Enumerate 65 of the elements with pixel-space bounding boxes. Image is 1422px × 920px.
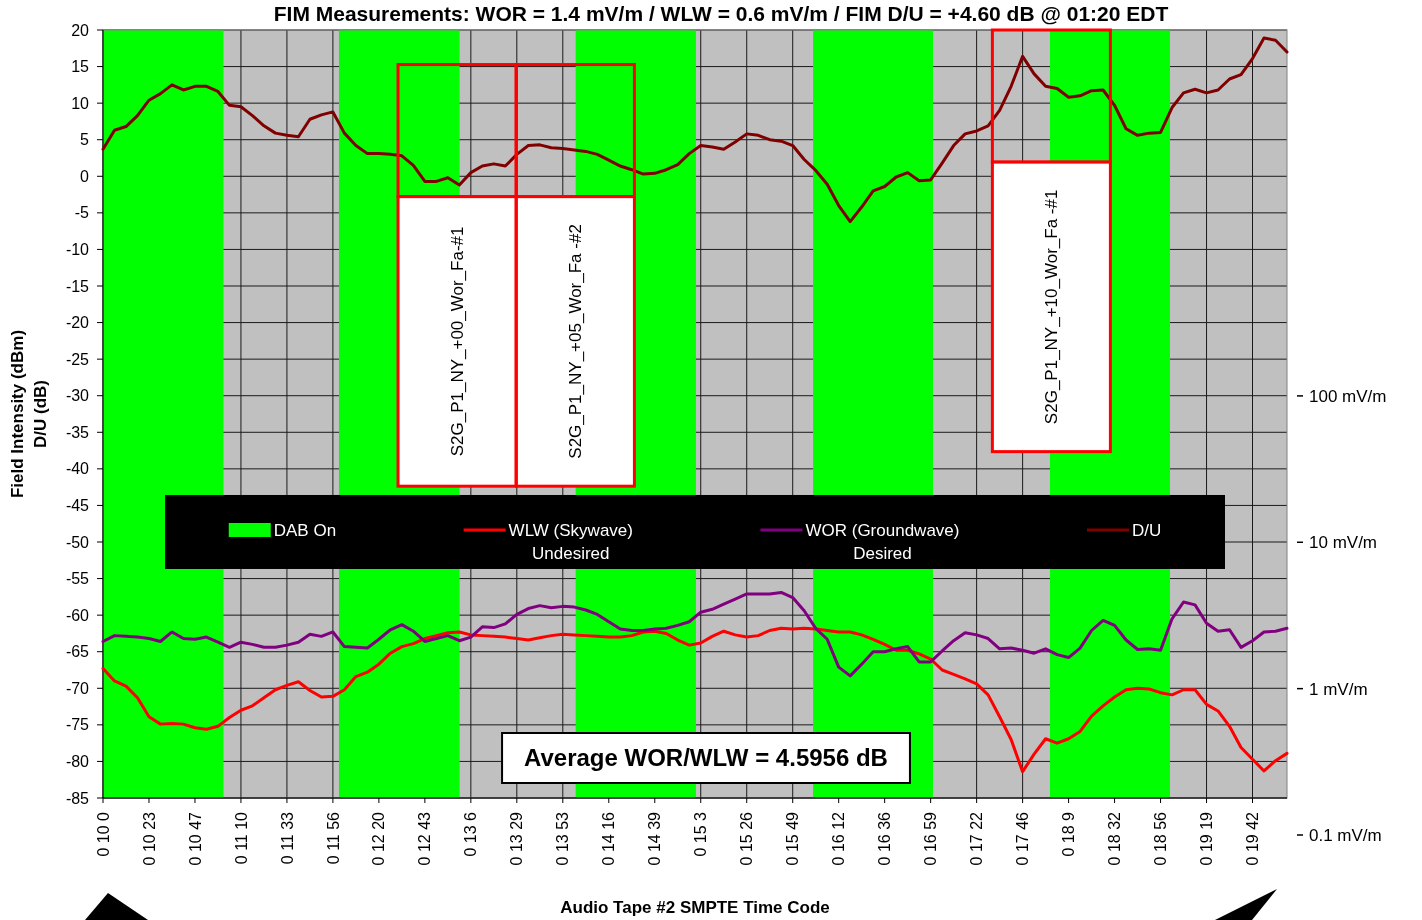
y-axis-title: Field Intensity (dBm) D/U (dB) (7, 329, 50, 499)
x-tick-label: 0 12 20 (370, 811, 388, 866)
x-tick-label: 0 14 16 (600, 811, 618, 866)
y-tick-label: -35 (65, 423, 90, 441)
x-tick-label: 0 11 10 (232, 811, 250, 865)
x-tick-label: 0 15 3 (692, 811, 710, 857)
annotation: S2G_P1_NY_+00_Wor_Fa-#1 (447, 226, 467, 457)
chart-title: FIM Measurements: WOR = 1.4 mV/m / WLW = 0.6 mV/m / FIM D/U = +4.60 dB @ 01:20 EDT (273, 2, 1169, 26)
x-tick-label: 0 16 36 (876, 811, 894, 866)
x-tick-label: 0 17 22 (968, 811, 986, 866)
y-tick-label: -25 (65, 350, 90, 368)
y-tick-label: -55 (65, 570, 90, 588)
annotation: DAB On (273, 520, 337, 540)
x-tick-label: 0 16 59 (922, 811, 940, 866)
y-tick-label: -20 (65, 314, 90, 332)
line-series (101, 590, 1289, 678)
x-tick-label: 0 18 56 (1152, 811, 1170, 866)
y2-tick-label: 0.1 mV/m (1309, 825, 1382, 845)
y-tick-label: 20 (71, 21, 90, 39)
x-tick-label: 0 15 49 (784, 811, 802, 866)
x-tick-label: 0 18 9 (1060, 811, 1078, 857)
y-tick-label: 15 (71, 58, 90, 76)
x-tick-label: 0 10 0 (94, 811, 112, 857)
y-tick-label: -80 (65, 753, 90, 771)
y2-tick-label: 1 mV/m (1309, 679, 1368, 699)
y-tick-label: -30 (65, 387, 90, 405)
x-tick-label: 0 13 53 (554, 811, 572, 866)
y2-tick-label: 100 mV/m (1309, 386, 1387, 406)
annotation: Average WOR/WLW = 4.5956 dB (524, 744, 888, 772)
y-tick-label: -45 (65, 497, 90, 515)
y-tick-label: -60 (65, 606, 90, 624)
y-tick-label: -5 (74, 204, 90, 222)
x-tick-label: 0 16 12 (830, 811, 848, 866)
legend-label: WOR (Groundwave) Desired (805, 520, 960, 563)
x-axis-title: Audio Tape #2 SMPTE Time Code (560, 897, 830, 917)
line-series (101, 626, 1289, 774)
y-tick-label: -50 (65, 533, 90, 551)
x-tick-label: 0 11 33 (278, 811, 296, 865)
x-tick-label: 0 18 32 (1106, 811, 1124, 866)
annotation: S2G_P1_NY_+10_Wor_Fa -#1 (1042, 189, 1062, 425)
legend-label: WLW (Skywave) Undesired (508, 520, 633, 563)
x-tick-label: 0 14 39 (646, 811, 664, 866)
x-tick-label: 0 10 23 (140, 811, 158, 866)
x-tick-label: 0 13 29 (508, 811, 526, 866)
y-tick-label: 5 (80, 131, 90, 149)
y-tick-label: -10 (65, 241, 90, 259)
x-tick-label: 0 17 46 (1014, 811, 1032, 866)
x-tick-label: 0 13 6 (462, 811, 480, 857)
x-tick-label: 0 19 42 (1244, 811, 1262, 866)
y-tick-label: -65 (65, 643, 90, 661)
y-tick-label: -70 (65, 679, 90, 697)
x-tick-label: 0 15 26 (738, 811, 756, 866)
y2-tick-label: 10 mV/m (1309, 533, 1378, 553)
y-tick-label: 10 (71, 94, 90, 112)
y-tick-label: -85 (65, 789, 90, 807)
annotation: S2G_P1_NY_+05_Wor_Fa -#2 (566, 224, 586, 459)
y-tick-label: -40 (65, 460, 90, 478)
legend-label: D/U (1131, 520, 1162, 540)
y-tick-label: -15 (65, 277, 90, 295)
x-tick-label: 0 11 56 (324, 811, 342, 865)
y-tick-label: -75 (65, 716, 90, 734)
x-tick-label: 0 10 47 (186, 811, 204, 866)
y-tick-label: 0 (80, 167, 90, 185)
x-tick-label: 0 12 43 (416, 811, 434, 866)
x-tick-label: 0 19 19 (1198, 811, 1216, 866)
